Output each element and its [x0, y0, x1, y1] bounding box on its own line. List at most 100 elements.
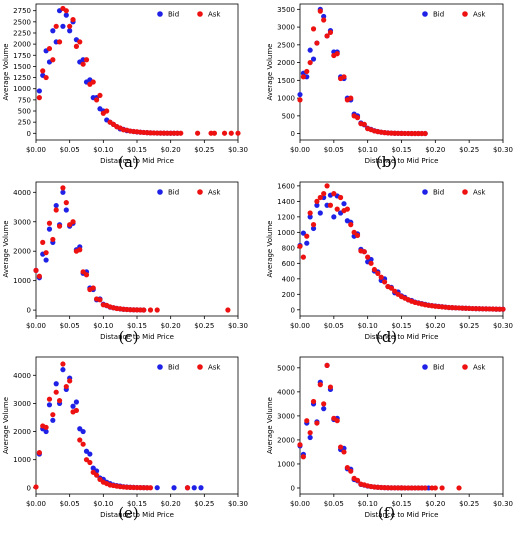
legend-label-ask: Ask [208, 11, 221, 19]
y-tick-label: 500 [282, 112, 295, 120]
x-tick-label: $0.05 [324, 500, 344, 508]
y-tick-label: 2250 [13, 29, 31, 37]
data-point-bid [46, 226, 53, 232]
y-tick-label: 4000 [13, 189, 31, 197]
data-point-ask [348, 222, 354, 228]
y-tick-label: 800 [282, 244, 295, 252]
data-point-ask [228, 130, 234, 136]
x-tick-label: $0.25 [459, 500, 479, 508]
data-point-bid [87, 451, 93, 457]
data-point-ask [300, 454, 306, 460]
x-tick-label: $0.05 [324, 146, 344, 154]
x-tick-label: $0.00 [290, 146, 310, 154]
data-point-bid [310, 225, 317, 232]
x-tick-label: $0.10 [358, 322, 378, 330]
legend-label-bid: Bid [433, 364, 444, 372]
x-tick-label: $0.25 [194, 146, 214, 154]
data-point-bid [300, 230, 306, 236]
legend-label-ask: Ask [208, 364, 221, 372]
data-point-ask [46, 220, 53, 226]
data-point-bid [60, 367, 66, 373]
data-point-ask [50, 236, 56, 243]
y-axis-label: Average Volume [2, 43, 10, 100]
data-point-ask [178, 130, 184, 136]
data-point-ask [307, 59, 313, 66]
data-point-ask [304, 233, 310, 239]
y-tick-label: 1500 [277, 77, 295, 85]
data-point-bid [321, 406, 327, 412]
data-point-bid [307, 434, 313, 441]
y-tick-label: 4000 [277, 388, 295, 396]
data-point-ask [63, 383, 69, 390]
data-point-ask [70, 17, 76, 23]
x-tick-label: $0.05 [324, 322, 344, 330]
y-tick-label: 0 [27, 484, 31, 492]
x-tick-label: $0.00 [26, 146, 46, 154]
data-point-ask [354, 477, 361, 483]
y-tick-label: 1400 [277, 198, 295, 206]
data-point-ask [90, 79, 96, 85]
data-point-bid [50, 417, 56, 423]
data-point-ask [331, 191, 337, 197]
data-point-ask [50, 412, 56, 418]
x-tick-label: $0.15 [391, 500, 411, 508]
data-point-ask [344, 464, 350, 471]
y-tick-label: 1750 [13, 52, 31, 60]
legend-label-ask: Ask [208, 189, 221, 197]
data-point-ask [87, 459, 93, 466]
data-point-bid [80, 428, 86, 435]
data-point-ask [392, 288, 398, 294]
x-tick-label: $0.05 [60, 500, 80, 508]
data-point-ask [334, 418, 340, 424]
data-point-ask [327, 29, 334, 36]
series-ask [297, 362, 462, 491]
x-tick-label: $0.20 [425, 500, 445, 508]
data-point-ask [334, 51, 340, 57]
data-point-ask [67, 222, 73, 228]
data-point-bid [331, 214, 337, 220]
data-point-bid [314, 202, 320, 208]
x-tick-label: $0.25 [459, 146, 479, 154]
data-point-ask [456, 485, 462, 491]
data-point-ask [46, 396, 53, 402]
legend-label-ask: Ask [473, 189, 486, 197]
y-tick-label: 600 [282, 260, 295, 268]
data-point-ask [56, 398, 63, 404]
data-point-ask [90, 285, 96, 291]
legend-marker-ask [462, 11, 468, 17]
data-point-ask [348, 95, 354, 101]
x-tick-label: $0.15 [127, 500, 147, 508]
data-point-bid [43, 257, 49, 263]
legend-marker-ask [197, 11, 203, 17]
data-point-ask [354, 115, 361, 121]
data-point-bid [307, 214, 313, 220]
caption-a: (a) [118, 153, 139, 171]
data-point-bid [53, 381, 59, 387]
data-point-ask [310, 26, 317, 32]
data-point-bid [191, 485, 197, 491]
x-tick-label: $0.10 [93, 500, 113, 508]
data-point-ask [344, 206, 350, 212]
y-tick-label: 0 [291, 130, 295, 138]
data-point-ask [324, 362, 330, 369]
data-point-ask [43, 424, 49, 430]
data-point-ask [221, 130, 228, 136]
y-tick-label: 3000 [277, 412, 295, 420]
data-point-ask [77, 437, 83, 443]
data-point-ask [63, 8, 69, 14]
data-point-ask [422, 485, 428, 491]
data-point-ask [33, 267, 39, 273]
y-tick-label: 1200 [277, 213, 295, 221]
x-tick-label: $0.25 [194, 500, 214, 508]
data-point-ask [300, 254, 306, 260]
series-bid [297, 362, 432, 491]
data-point-ask [317, 194, 323, 201]
x-tick-label: $0.30 [228, 146, 248, 154]
data-point-ask [94, 97, 100, 103]
data-point-ask [365, 254, 371, 260]
data-point-ask [53, 23, 59, 29]
data-point-ask [73, 43, 79, 49]
caption-c: (c) [118, 328, 139, 346]
x-tick-label: $0.10 [93, 146, 113, 154]
